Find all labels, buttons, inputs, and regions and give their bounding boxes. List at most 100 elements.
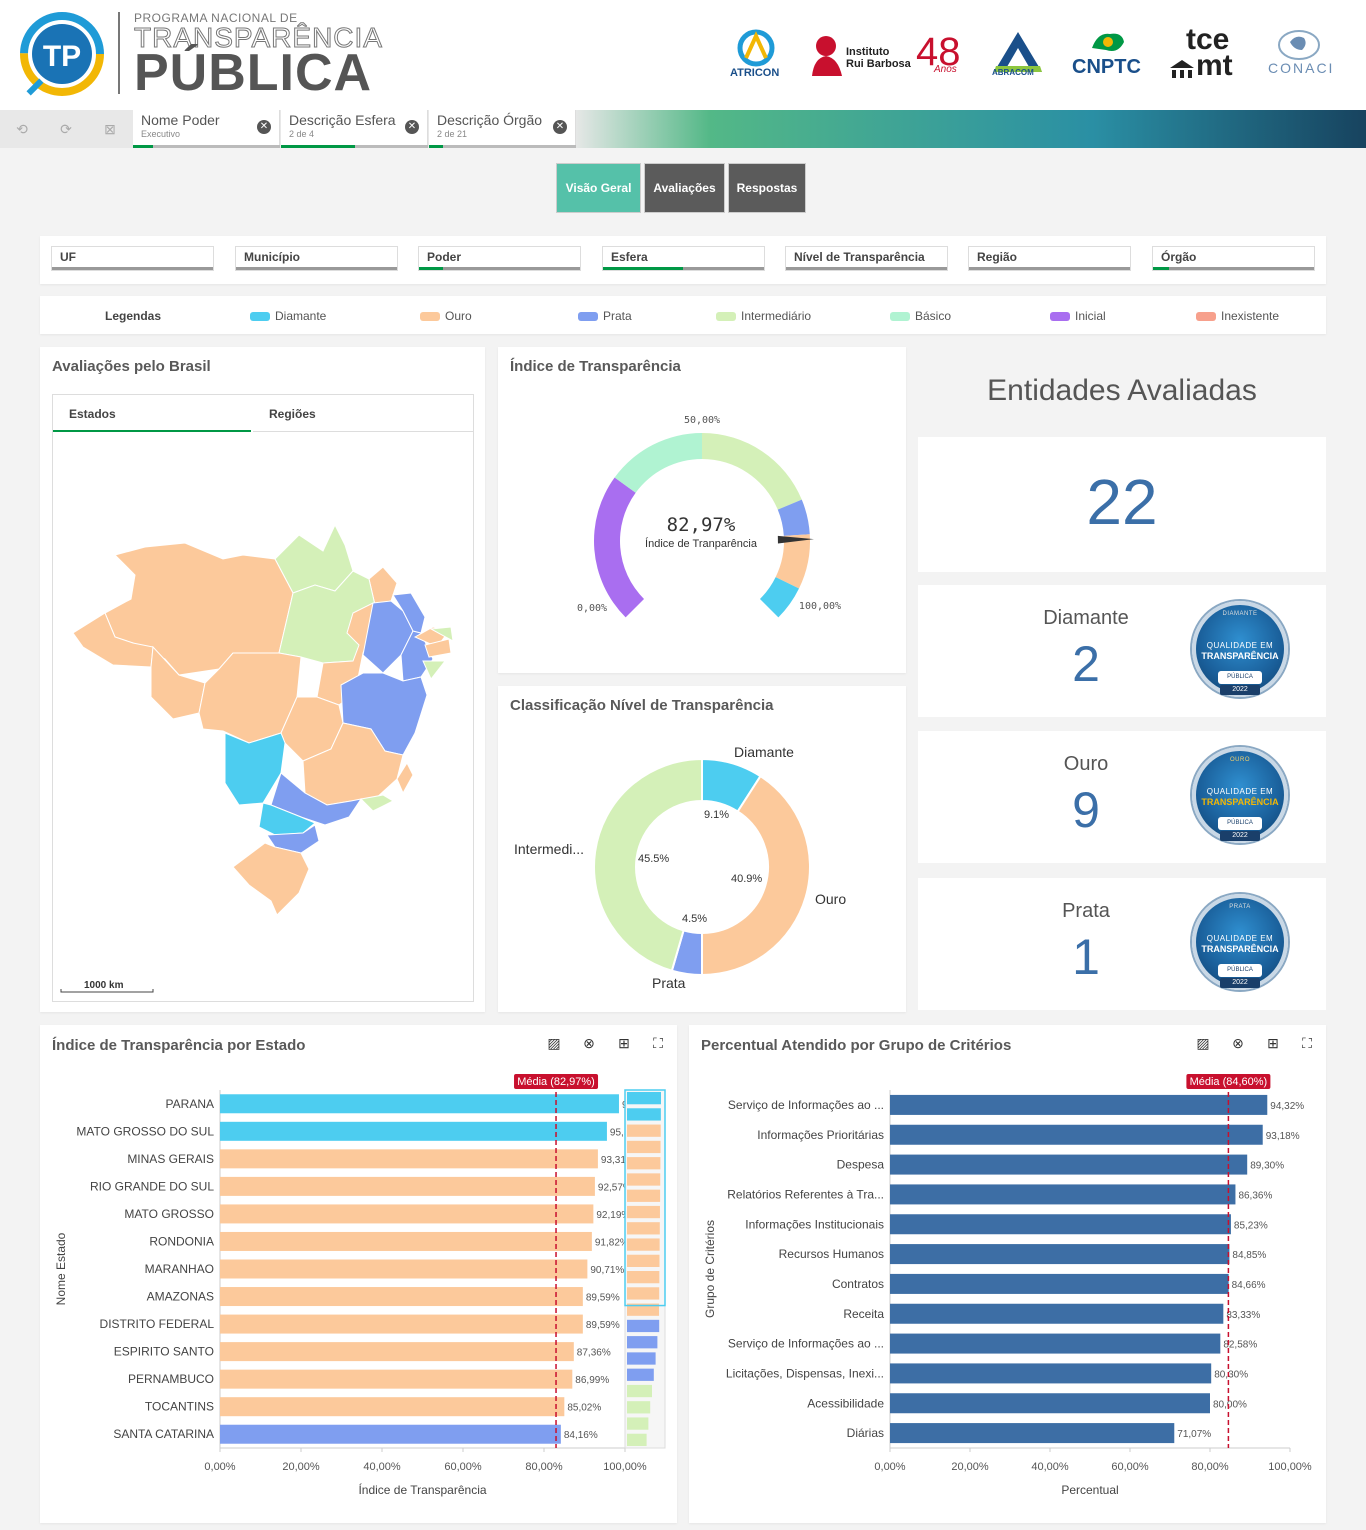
donut-label-diamante: Diamante xyxy=(734,744,794,760)
legend-title: Legendas xyxy=(105,309,162,323)
minimap-bar xyxy=(627,1254,660,1267)
badge-text: TRANSPARÊNCIA xyxy=(1201,944,1279,954)
tab-estados[interactable]: Estados xyxy=(53,395,251,432)
donut-chart[interactable] xyxy=(498,686,906,1012)
selection-descricao-esfera[interactable]: Descrição Esfera 2 de 4 ✕ xyxy=(281,110,428,148)
clear-selection-icon[interactable]: ✕ xyxy=(553,120,567,134)
filter-regiao[interactable]: Região xyxy=(968,246,1131,271)
state-bar-chart[interactable]: 0,00% 20,00% 40,00% 60,00% 80,00% 100,00% PARA… xyxy=(40,1060,677,1520)
y-axis-title: Nome Estado xyxy=(54,1232,68,1305)
category-label: Diárias xyxy=(847,1426,884,1440)
legend-label: Ouro xyxy=(445,309,472,323)
table-view-icon[interactable]: ⊞ xyxy=(618,1035,630,1051)
filter-municipio[interactable]: Município xyxy=(235,246,398,271)
bar xyxy=(890,1273,1229,1294)
category-label: AMAZONAS xyxy=(147,1290,214,1304)
criteria-chart-title: Percentual Atendido por Grupo de Critéri… xyxy=(701,1037,1012,1054)
gauge-panel xyxy=(498,347,906,673)
value-label: 89,59% xyxy=(586,1293,620,1304)
snapshot-icon[interactable]: ▨ xyxy=(1196,1035,1210,1051)
category-label: Recursos Humanos xyxy=(779,1247,884,1261)
minimap-bar xyxy=(627,1238,660,1251)
brazil-map[interactable] xyxy=(53,433,473,1001)
state-espirito-santo xyxy=(396,761,414,795)
value-label: 80,30% xyxy=(1214,1369,1248,1380)
kpi-total-value: 22 xyxy=(1086,466,1158,538)
legend-item-prata: Prata xyxy=(578,309,632,323)
logo-big-text: PÚBLICA xyxy=(134,44,373,102)
category-label: Contratos xyxy=(832,1277,884,1291)
filter-nivel-transparencia[interactable]: Nível de Transparência xyxy=(785,246,948,271)
irb-48-text: 48 xyxy=(916,30,961,74)
badge-level-text: DIAMANTE xyxy=(1222,611,1258,617)
step-back-icon[interactable]: ⟲ xyxy=(16,121,28,137)
filter-label: Órgão xyxy=(1161,250,1197,264)
filter-orgao[interactable]: Órgão xyxy=(1152,246,1315,271)
entities-title: Entidades Avaliadas xyxy=(987,374,1257,407)
step-forward-icon[interactable]: ⟳ xyxy=(60,121,72,137)
filter-uf[interactable]: UF xyxy=(51,246,214,271)
legend-label: Diamante xyxy=(275,309,327,323)
cnptc-logo-icon xyxy=(1092,33,1124,51)
filter-esfera[interactable]: Esfera xyxy=(602,246,765,271)
tab-visao-geral[interactable]: Visão Geral xyxy=(556,163,641,213)
tab-respostas[interactable]: Respostas xyxy=(728,163,806,213)
category-label: SANTA CATARINA xyxy=(113,1427,214,1441)
badge-text: TRANSPARÊNCIA xyxy=(1201,651,1279,661)
mean-label: Média (82,97%) xyxy=(517,1076,595,1088)
selection-title: Descrição Esfera xyxy=(289,112,396,128)
clear-icon[interactable]: ⊗ xyxy=(583,1035,595,1051)
tab-avaliacoes[interactable]: Avaliações xyxy=(644,163,725,213)
x-tick-label: 40,00% xyxy=(1031,1461,1069,1473)
state-pb-rn xyxy=(429,626,454,642)
badge-year: 2022 xyxy=(1220,978,1260,988)
bar xyxy=(890,1094,1268,1115)
category-label: MARANHAO xyxy=(145,1262,214,1276)
table-view-icon[interactable]: ⊞ xyxy=(1267,1035,1279,1051)
filter-label: Município xyxy=(244,250,300,264)
kpi-prata: Prata 1 PRATA QUALIDADE EM TRANSPARÊNCIA… xyxy=(918,878,1326,1010)
abracom-logo-icon xyxy=(994,32,1042,72)
svg-text:TP: TP xyxy=(43,40,81,73)
clear-icon[interactable]: ⊗ xyxy=(1232,1035,1244,1051)
logo-small-text: PROGRAMA NACIONAL DE xyxy=(134,11,298,25)
selection-nome-poder[interactable]: Nome Poder Executivo ✕ xyxy=(133,110,280,148)
bar xyxy=(220,1287,583,1307)
gauge-segment xyxy=(759,577,799,618)
minimap-bar xyxy=(627,1124,661,1137)
category-label: Despesa xyxy=(837,1158,885,1172)
filter-label: Esfera xyxy=(611,250,648,264)
selection-descricao-orgao[interactable]: Descrição Órgão 2 de 21 ✕ xyxy=(429,110,576,148)
tab-regioes[interactable]: Regiões xyxy=(253,395,473,432)
snapshot-icon[interactable]: ▨ xyxy=(547,1035,561,1051)
category-label: Serviço de Informações ao ... xyxy=(728,1098,884,1112)
category-label: ESPIRITO SANTO xyxy=(114,1345,214,1359)
irb-anos-text: Anos xyxy=(934,64,957,75)
category-label: RONDONIA xyxy=(149,1234,214,1248)
minimap-bar xyxy=(627,1352,656,1365)
category-label: Receita xyxy=(843,1307,884,1321)
minimap-viewport xyxy=(624,1089,666,1307)
bar xyxy=(220,1094,619,1114)
x-tick-label: 0,00% xyxy=(874,1461,905,1473)
fullscreen-icon[interactable]: ⛶ xyxy=(653,1035,663,1051)
donut-label-intermediario: Intermedi... xyxy=(514,841,585,857)
clear-selection-icon[interactable]: ✕ xyxy=(405,120,419,134)
minimap-bar xyxy=(627,1303,660,1316)
gauge-chart[interactable] xyxy=(498,347,906,673)
legend-label: Prata xyxy=(603,309,632,323)
filter-poder[interactable]: Poder xyxy=(418,246,581,271)
clear-selections-icon[interactable]: ⊠ xyxy=(104,121,116,137)
mean-label-bg xyxy=(514,1074,599,1089)
bar xyxy=(890,1363,1212,1384)
tce-mt-text: mt xyxy=(1196,49,1233,82)
minimap-bar xyxy=(627,1384,652,1398)
bar xyxy=(220,1342,574,1362)
state-rondonia xyxy=(150,645,206,720)
clear-selection-icon[interactable]: ✕ xyxy=(257,120,271,134)
tce-mt-building-icon xyxy=(1170,60,1194,78)
minimap-bar xyxy=(627,1417,649,1430)
badge-year: 2022 xyxy=(1220,685,1260,695)
fullscreen-icon[interactable]: ⛶ xyxy=(1302,1035,1312,1051)
criteria-bar-chart[interactable]: 0,00% 20,00% 40,00% 60,00% 80,00% 100,00% Serv… xyxy=(689,1060,1326,1520)
